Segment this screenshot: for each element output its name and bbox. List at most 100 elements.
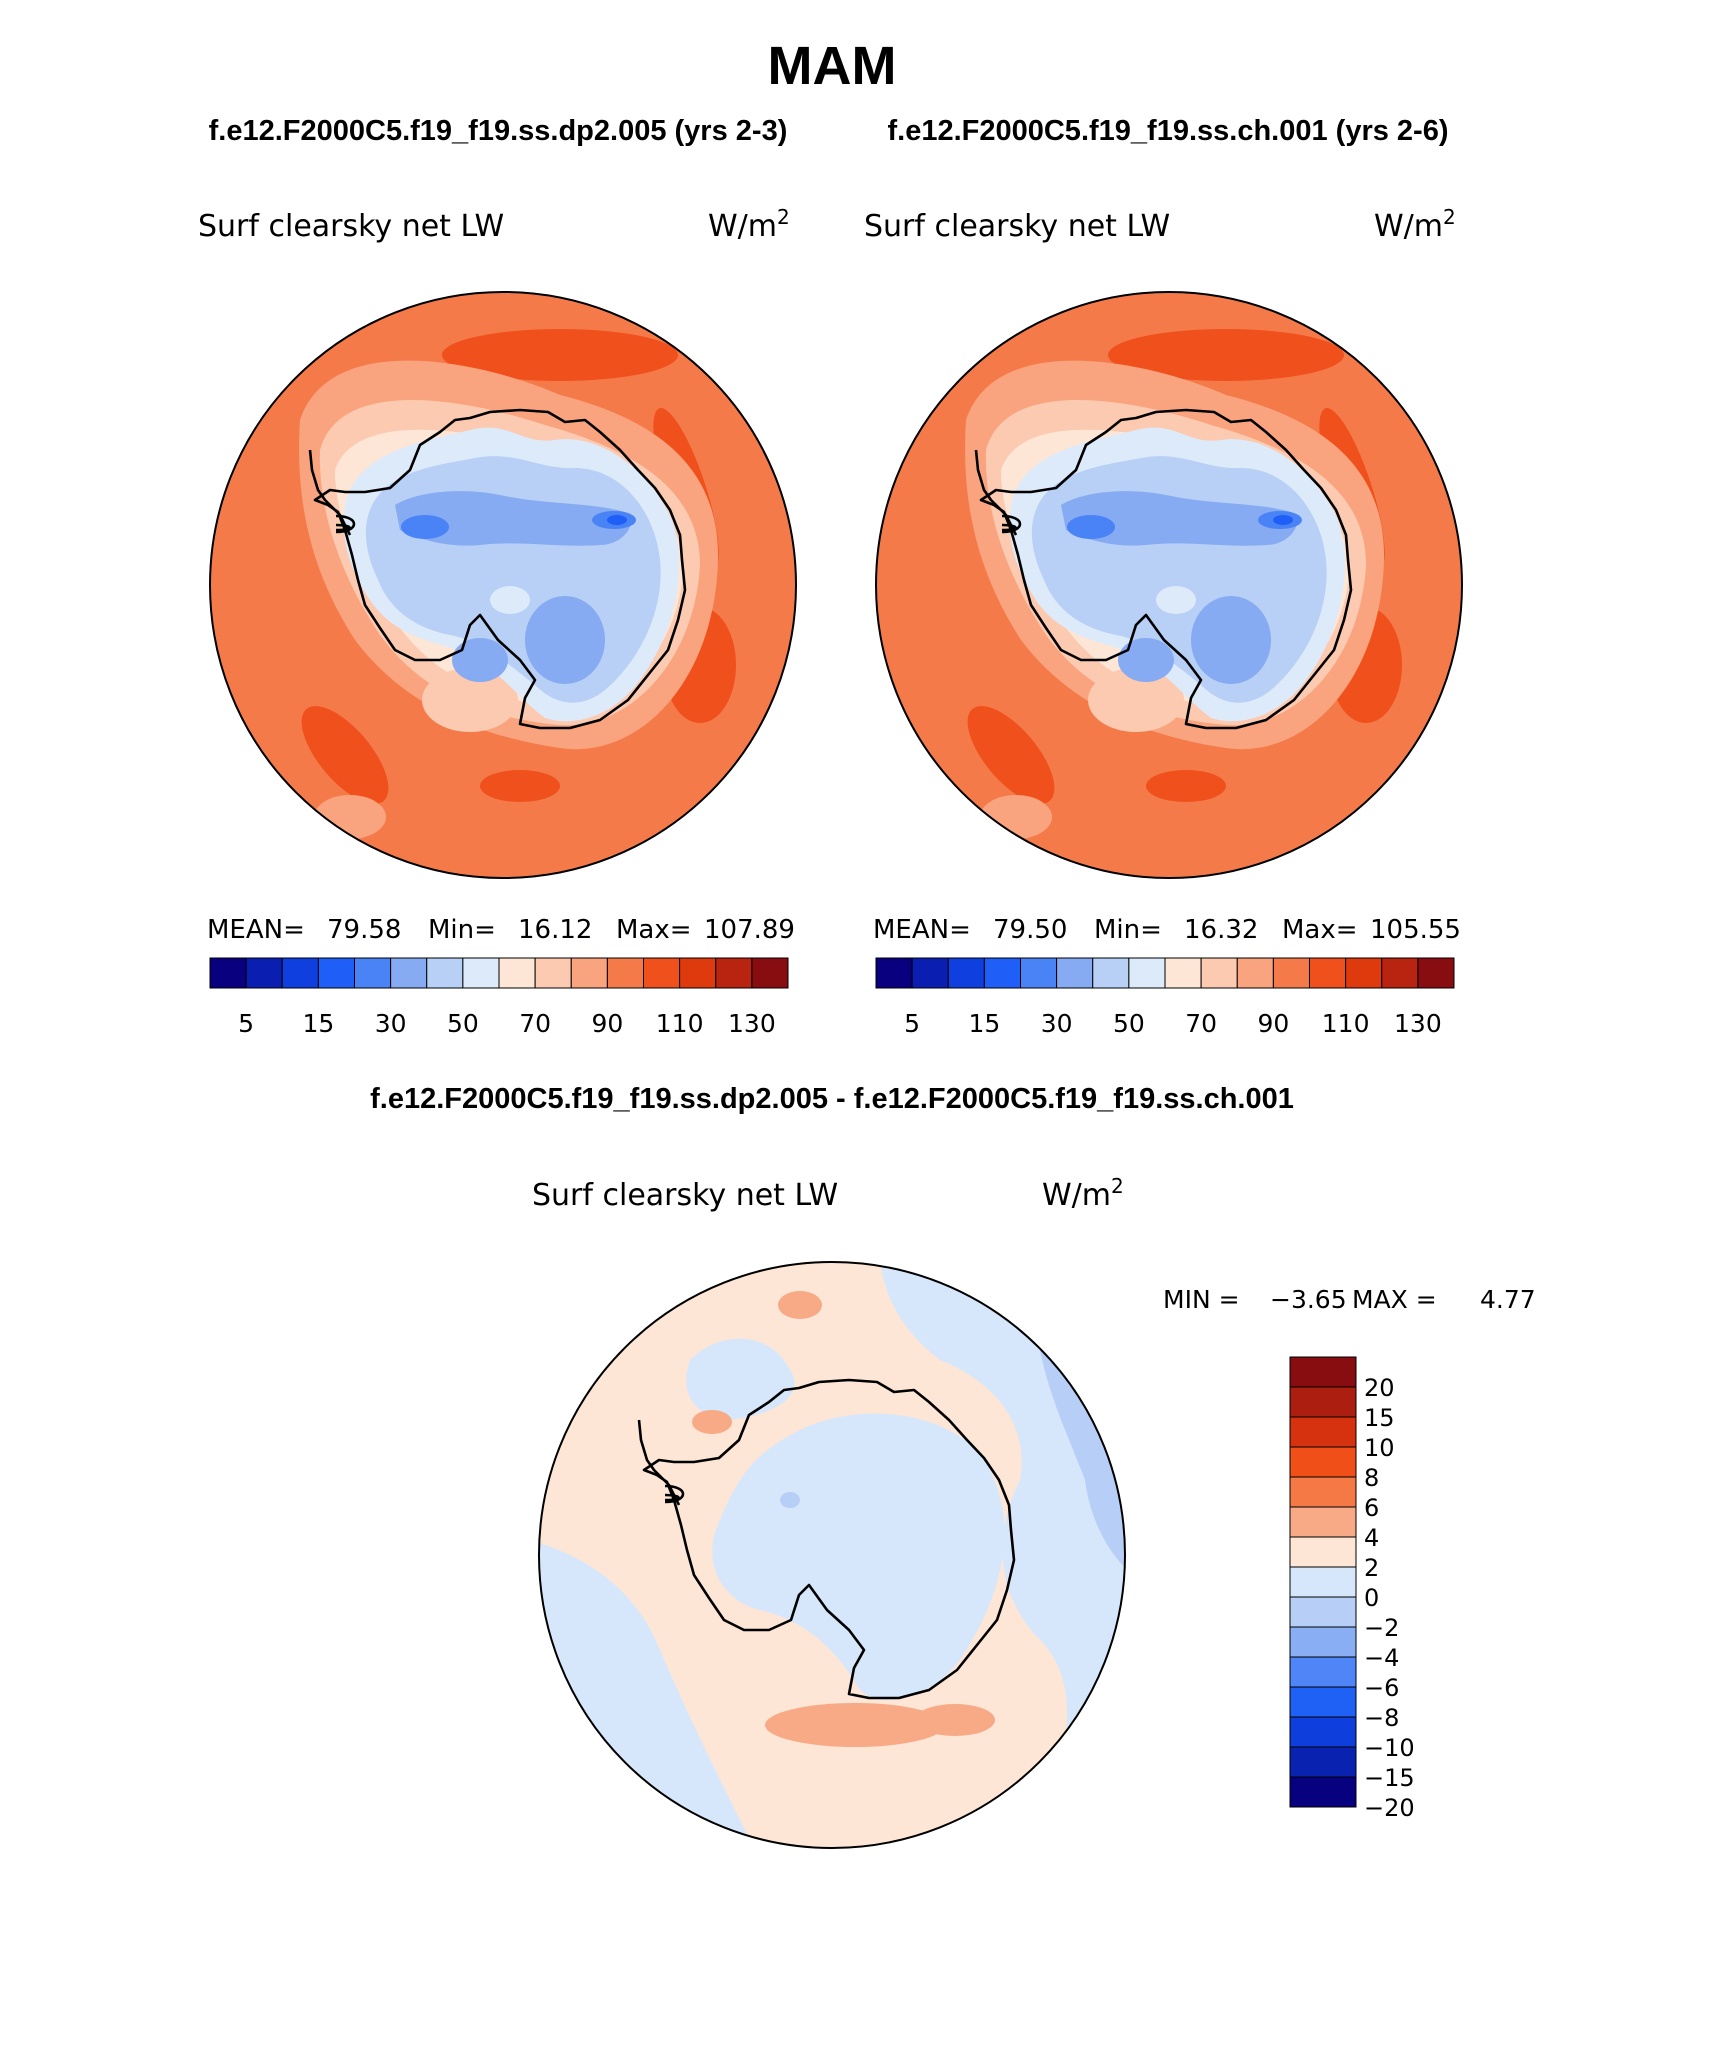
case1-colorbar-swatch: [281, 957, 319, 989]
case2-stats: MEAN= 79.50 Min= 16.32 Max= 105.55: [873, 915, 1461, 945]
page-title: MAM: [768, 36, 897, 96]
case2-units-label: W/m2: [1374, 205, 1456, 244]
difference-map-border: [538, 1261, 1126, 1849]
case2-header: f.e12.F2000C5.f19_f19.ss.ch.001 (yrs 2-6…: [887, 115, 1448, 147]
difference-colorbar-label: 10: [1364, 1434, 1395, 1462]
case1-stats: MEAN= 79.58 Min= 16.12 Max= 107.89: [207, 915, 795, 945]
difference-colorbar-swatch: [1289, 1596, 1357, 1628]
case2-panel: Surf clearsky net LW W/m2: [864, 205, 1463, 1038]
case1-colorbar-swatch: [317, 957, 355, 989]
difference-colorbar-label: −15: [1364, 1764, 1415, 1792]
case2-map-border: [875, 291, 1463, 879]
case1-colorbar-swatch: [498, 957, 536, 989]
case1-colorbar-swatch: [245, 957, 283, 989]
case2-colorbar-swatch: [1236, 957, 1274, 989]
case2-colorbar-swatch: [1200, 957, 1238, 989]
case1-colorbar: 5 15 30 50 70 90 110 130: [209, 957, 789, 1038]
case1-colorbar-swatch: [354, 957, 392, 989]
case2-colorbar-swatch: [1381, 957, 1419, 989]
case2-coastline: [974, 408, 1353, 730]
case2-colorbar-swatch: [1309, 957, 1347, 989]
difference-colorbar-label: 20: [1364, 1374, 1395, 1402]
case1-coastline: [308, 408, 687, 730]
difference-variable-label: Surf clearsky net LW: [532, 1178, 838, 1213]
case1-colorbar-swatch: [643, 957, 681, 989]
difference-colorbar-label: −8: [1364, 1704, 1399, 1732]
case2-colorbar: 5 15 30 50 70 90 110 130: [875, 957, 1455, 1038]
case2-map: [876, 292, 1462, 878]
case2-colorbar-label: 130: [1394, 1009, 1442, 1038]
case1-colorbar-label: 90: [591, 1009, 623, 1038]
difference-coastline: [637, 1378, 1016, 1700]
case2-colorbar-swatch: [911, 957, 949, 989]
case1-units-label: W/m2: [708, 205, 790, 244]
difference-colorbar-swatch: [1289, 1566, 1357, 1598]
case1-colorbar-swatch: [679, 957, 717, 989]
difference-colorbar-swatch: [1289, 1416, 1357, 1448]
case1-colorbar-swatch: [715, 957, 753, 989]
case2-colorbar-label: 110: [1322, 1009, 1370, 1038]
case2-colorbar-swatch: [1417, 957, 1455, 989]
case1-colorbar-label: 50: [447, 1009, 479, 1038]
case2-colorbar-swatch: [1056, 957, 1094, 989]
case1-colorbar-swatch: [209, 957, 247, 989]
difference-colorbar-label: −20: [1364, 1794, 1415, 1822]
difference-colorbar-label: −2: [1364, 1614, 1399, 1642]
case1-colorbar-swatch: [462, 957, 500, 989]
case1-colorbar-label: 70: [519, 1009, 551, 1038]
case1-map-border: [209, 291, 797, 879]
difference-colorbar-label: 0: [1364, 1584, 1379, 1612]
difference-colorbar-label: 6: [1364, 1494, 1379, 1522]
difference-header: f.e12.F2000C5.f19_f19.ss.dp2.005 - f.e12…: [370, 1083, 1294, 1115]
case2-colorbar-label: 15: [968, 1009, 1000, 1038]
difference-map: [539, 1262, 1125, 1848]
difference-colorbar-swatch: [1289, 1656, 1357, 1688]
case1-colorbar-label: 110: [656, 1009, 704, 1038]
case2-colorbar-swatch: [1128, 957, 1166, 989]
difference-colorbar-swatch: [1289, 1686, 1357, 1718]
case2-colorbar-swatch: [875, 957, 913, 989]
difference-colorbar-swatch: [1289, 1536, 1357, 1568]
case2-colorbar-label: 70: [1185, 1009, 1217, 1038]
difference-colorbar-swatch: [1289, 1386, 1357, 1418]
difference-colorbar-swatch: [1289, 1716, 1357, 1748]
case2-variable-label: Surf clearsky net LW: [864, 209, 1170, 244]
difference-colorbar-swatch: [1289, 1746, 1357, 1778]
case2-colorbar-swatch: [947, 957, 985, 989]
case1-panel: Surf clearsky net LW W/m2: [198, 205, 797, 1038]
case2-colorbar-swatch: [1272, 957, 1310, 989]
difference-colorbar-swatch: [1289, 1476, 1357, 1508]
case2-colorbar-label: 30: [1041, 1009, 1073, 1038]
difference-colorbar-swatch: [1289, 1776, 1357, 1808]
difference-units-label: W/m2: [1042, 1174, 1124, 1213]
case1-variable-label: Surf clearsky net LW: [198, 209, 504, 244]
difference-stats: MIN = −3.65 MAX = 4.77: [1163, 1285, 1536, 1314]
difference-colorbar-label: −4: [1364, 1644, 1399, 1672]
difference-colorbar-swatch: [1289, 1506, 1357, 1538]
case1-colorbar-swatch: [426, 957, 464, 989]
case1-map: [210, 292, 796, 878]
case1-colorbar-label: 30: [375, 1009, 407, 1038]
difference-colorbar-label: 15: [1364, 1404, 1395, 1432]
case2-colorbar-swatch: [1164, 957, 1202, 989]
case2-colorbar-swatch: [1092, 957, 1130, 989]
case2-colorbar-swatch: [983, 957, 1021, 989]
case1-colorbar-label: 130: [728, 1009, 776, 1038]
case1-colorbar-swatch: [390, 957, 428, 989]
difference-colorbar-label: −6: [1364, 1674, 1399, 1702]
case2-colorbar-label: 50: [1113, 1009, 1145, 1038]
difference-colorbar-label: −10: [1364, 1734, 1415, 1762]
case1-colorbar-label: 15: [302, 1009, 334, 1038]
case1-header: f.e12.F2000C5.f19_f19.ss.dp2.005 (yrs 2-…: [209, 115, 788, 147]
difference-panel: Surf clearsky net LW W/m2 MIN = −3.65: [532, 1174, 1536, 1849]
difference-colorbar-label: 8: [1364, 1464, 1379, 1492]
case2-colorbar-swatch: [1345, 957, 1383, 989]
difference-colorbar-swatch: [1289, 1446, 1357, 1478]
case2-colorbar-label: 5: [904, 1009, 920, 1038]
difference-colorbar-label: 4: [1364, 1524, 1379, 1552]
difference-colorbar-swatch: [1289, 1356, 1357, 1388]
difference-colorbar-label: 2: [1364, 1554, 1379, 1582]
case1-colorbar-swatch: [534, 957, 572, 989]
